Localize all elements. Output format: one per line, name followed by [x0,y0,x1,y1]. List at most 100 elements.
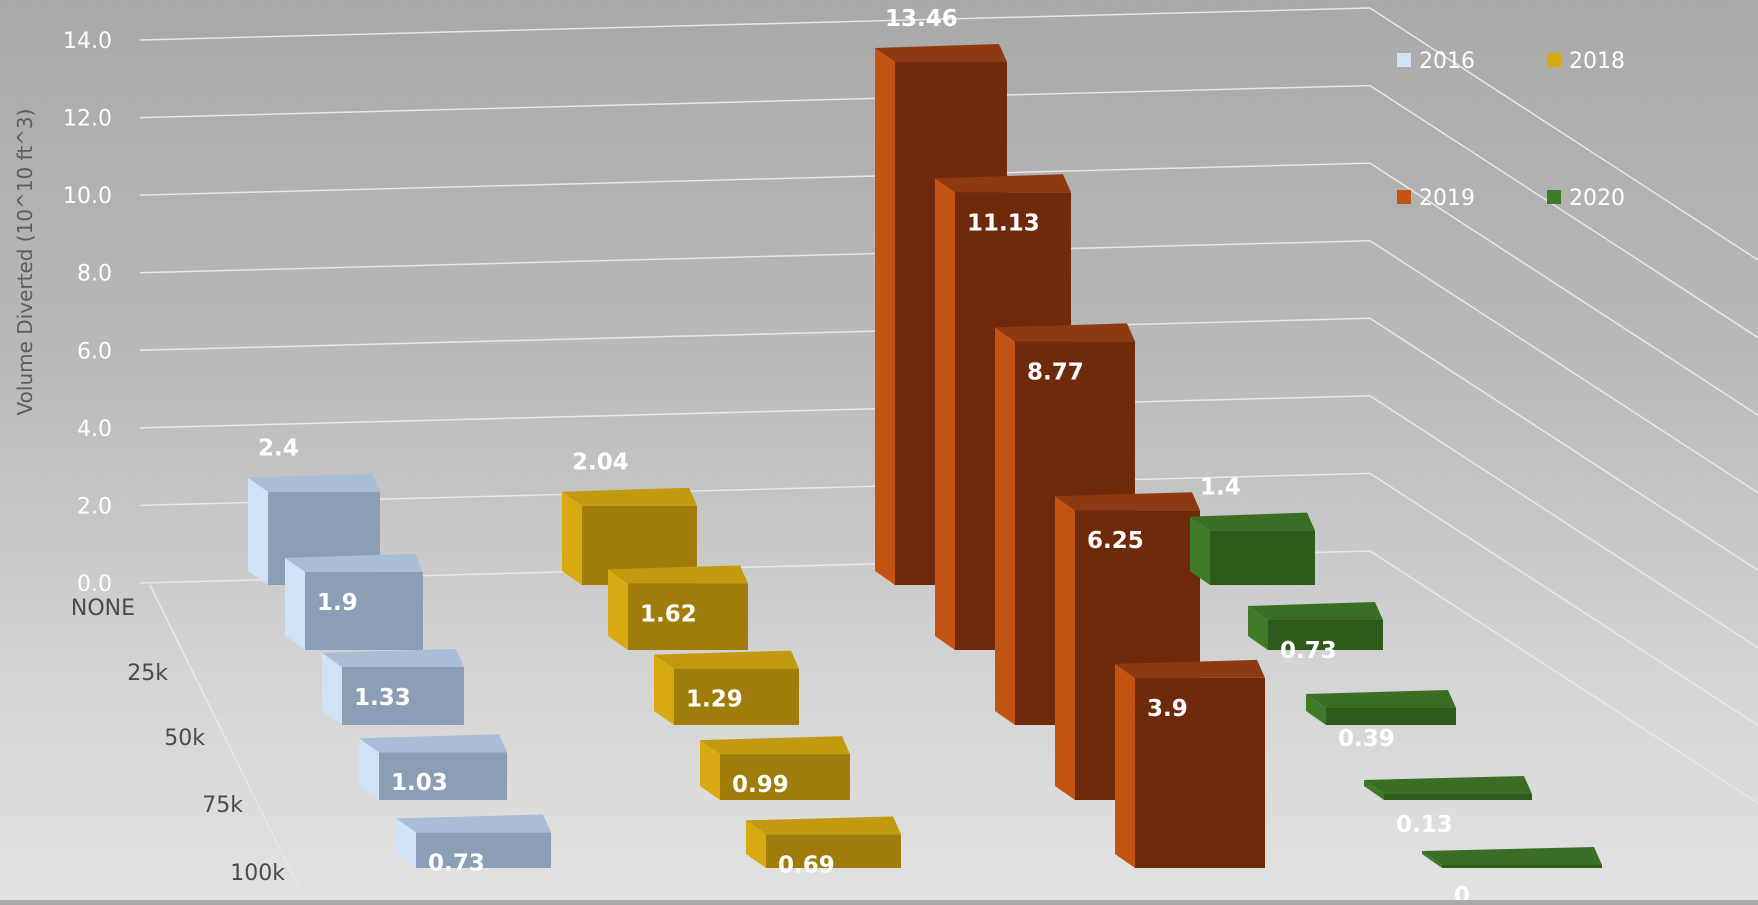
x-tick-label: NONE [71,596,135,621]
data-label: 3.9 [1147,696,1188,722]
data-label: 1.03 [391,770,448,796]
bar-top [248,473,380,492]
legend-label: 2016 [1419,49,1475,74]
data-label: 0.99 [732,772,789,798]
legend-label: 2018 [1569,49,1625,74]
bar-top [746,816,901,835]
bar-side [1115,663,1135,868]
data-label: 1.4 [1200,475,1241,501]
y-tick-label: 4.0 [77,417,112,442]
legend-label: 2020 [1569,186,1625,211]
bar-top [396,814,551,833]
legend-item [1397,190,1411,204]
bar [674,668,799,725]
legend-item [1547,190,1561,204]
bar-top [1364,775,1532,794]
bar-side [1055,496,1075,800]
bar-top [285,553,423,572]
data-label: 1.33 [354,685,411,711]
bar-top [1115,659,1265,678]
depth-axis-line [149,584,301,891]
y-tick-label: 12.0 [63,107,112,132]
data-label: 8.77 [1027,359,1084,385]
bar [1442,865,1602,868]
series-2016 [248,473,551,868]
bar-top [654,650,799,669]
series-2020 [1190,512,1602,868]
gridline-side [1369,84,1758,339]
data-label: 0.73 [428,850,485,876]
bar [1135,677,1265,868]
gridline [139,7,1371,41]
y-tick-label: 2.0 [77,494,112,519]
bar [1326,707,1456,725]
y-tick-label: 0.0 [77,572,112,597]
legend-swatch [1547,190,1561,204]
x-tick-label: 100k [230,861,285,886]
bar-top [1422,847,1602,865]
gridline-side [1369,7,1758,261]
x-tick-label: 75k [202,793,243,818]
legend-swatch [1397,53,1411,67]
bar-side [995,327,1015,725]
bar [379,752,507,800]
y-tick-label: 6.0 [77,339,112,364]
bar-top [995,323,1135,342]
x-tick-label: 25k [127,661,168,686]
bar-side [1422,851,1442,868]
bar-side [746,820,766,868]
gridline [139,84,1371,119]
bar [1384,793,1532,800]
bar-top [935,174,1071,193]
gridline-side [1369,162,1758,416]
series-2019 [875,44,1265,868]
bar [628,583,748,650]
data-label: 0 [1454,883,1470,900]
gridline-side [1369,472,1758,727]
data-label: 6.25 [1087,528,1144,554]
bar-top [562,487,697,506]
y-tick-label: 8.0 [77,262,112,287]
bar-side [322,652,342,725]
bar-top [1055,492,1200,511]
gridline [139,317,1371,352]
data-label: 0.39 [1338,726,1395,752]
bar-top [875,44,1007,63]
bar [720,754,850,800]
bar-side [359,738,379,800]
bar-top [700,736,850,755]
data-label: 1.9 [317,590,358,616]
data-label: 0.73 [1280,638,1337,664]
data-label: 2.4 [258,436,299,462]
legend-swatch [1397,190,1411,204]
y-tick-label: 10.0 [63,184,112,209]
bar [342,666,464,725]
data-label: 0.69 [778,852,835,878]
bar-side [285,557,305,650]
gridline [139,162,1371,196]
bar-side [1364,779,1384,800]
bar-top [322,648,464,667]
bar-side [875,48,895,586]
bar-side [935,178,955,650]
bar-side [608,569,628,650]
bar-side [1190,516,1210,585]
data-label: 1.29 [686,687,743,713]
bar-side [654,654,674,725]
bar-top [608,565,748,584]
legend-item [1397,53,1411,67]
x-tick-label: 50k [164,726,205,751]
bar [416,832,551,868]
bar-side [1248,605,1268,650]
bar-top [1248,601,1383,620]
data-label: 2.04 [572,450,629,476]
data-label: 13.46 [885,6,958,32]
legend-item [1547,53,1561,67]
gridline-side [1369,395,1758,649]
y-axis-title: Volume Diverted (10^10 ft^3) [13,109,37,416]
bar-top [1306,689,1456,708]
data-label: 0.13 [1396,812,1453,838]
gridline-side [1369,240,1758,494]
